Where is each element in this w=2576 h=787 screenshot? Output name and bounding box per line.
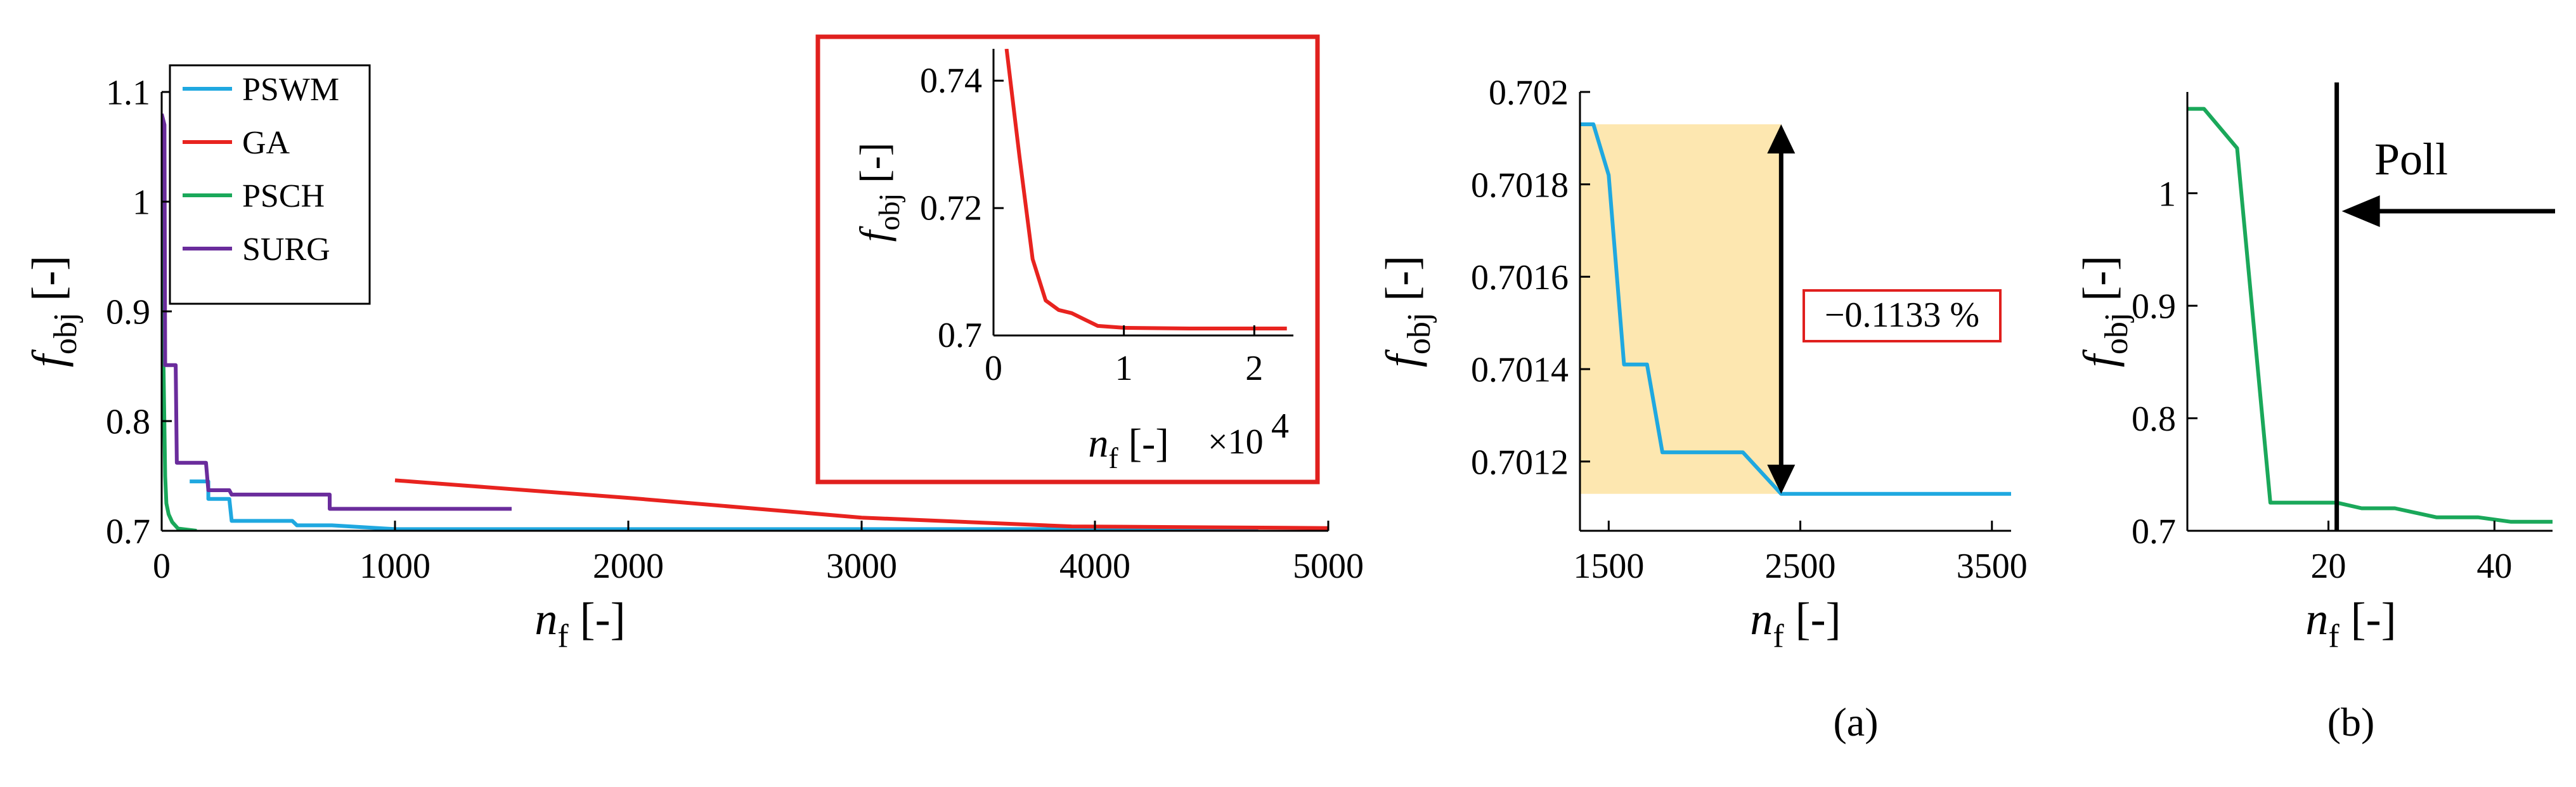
y-tick-label: 0.7018 (1471, 166, 1569, 205)
legend: PSWM GA PSCH SURG (169, 64, 371, 305)
series-line-psch (162, 119, 197, 531)
difference-arrow-head-down (1767, 464, 1796, 494)
inset-x-multiplier: ×10 (1208, 422, 1264, 462)
panel-a-x-axis-label: nf [-] (1750, 594, 1841, 654)
panel-b-caption: (b) (2327, 699, 2375, 745)
legend-label-pswm: PSWM (242, 72, 339, 108)
x-tick-label: 5000 (1293, 547, 1364, 586)
inset-y-axis-label: fobj [-] (851, 143, 905, 242)
panel-a-chart: 1500 2500 3500 0.7012 0.7014 0.7016 0.7018 0.70… (1376, 74, 2028, 745)
x-tick-label: 20 (2311, 547, 2346, 586)
y-tick-label: 0.7016 (1471, 258, 1569, 297)
y-axis-label: fobj [-] (23, 256, 84, 367)
inset-x-axis-label: nf [-] (1088, 420, 1168, 474)
x-tick-label: 4000 (1059, 547, 1130, 586)
x-tick-label: 0 (985, 349, 1002, 388)
panel-a-caption: (a) (1833, 699, 1878, 745)
y-tick-label: 0.7012 (1471, 443, 1569, 482)
y-tick-label: 0.72 (920, 188, 982, 228)
series-line-ga (394, 478, 1328, 530)
panel-b-y-axis-label: fobj [-] (2074, 256, 2135, 367)
y-tick-label: 1 (133, 183, 150, 223)
poll-label: Poll (2374, 134, 2448, 185)
shaded-region (1580, 124, 1782, 494)
y-tick-label: 1.1 (106, 74, 150, 113)
x-tick-label: 0 (153, 547, 171, 586)
inset-chart: 0 1 2 0.7 0.72 0.74 nf [-] ×10 4 fobj [-] (815, 34, 1320, 485)
inset-frame (815, 34, 1320, 485)
y-tick-label: 0.74 (920, 61, 982, 100)
x-tick-label: 40 (2476, 547, 2512, 586)
y-tick-label: 0.9 (106, 293, 150, 332)
series-line-surg (162, 113, 512, 511)
legend-box (169, 64, 371, 305)
panel-a-y-axis-label: fobj [-] (1376, 256, 1437, 367)
inset-x-multiplier-exponent: 4 (1271, 407, 1289, 446)
poll-arrow-head (2341, 195, 2380, 227)
x-tick-label: 3000 (826, 547, 897, 586)
legend-label-psch: PSCH (242, 178, 325, 214)
percent-annotation-box (1803, 289, 2002, 342)
y-tick-label: 0.7 (938, 316, 982, 355)
legend-label-surg: SURG (242, 231, 330, 268)
y-tick-label: 0.9 (2132, 287, 2176, 327)
panel-b-chart: 20 40 0.7 0.8 0.9 1 Poll nf [-] fobj [-] (b) (2074, 82, 2555, 745)
y-tick-label: 0.8 (106, 403, 150, 442)
y-tick-label: 0.7 (2132, 512, 2176, 552)
x-tick-label: 2500 (1765, 547, 1836, 586)
series-line-psch (2187, 107, 2553, 524)
y-tick-label: 0.8 (2132, 400, 2176, 439)
main-chart: 0 1000 2000 3000 4000 5000 0.7 0.8 0.9 1 1.1 nf [-]… (23, 64, 1364, 654)
y-tick-label: 1 (2158, 174, 2176, 214)
y-tick-label: 0.7014 (1471, 351, 1569, 390)
x-tick-label: 1 (1115, 349, 1133, 388)
difference-arrow-head-up (1767, 124, 1796, 153)
percent-annotation-text: −0.1133 % (1825, 296, 1979, 335)
series-line-ga (1004, 49, 1287, 330)
x-tick-label: 2000 (593, 547, 664, 586)
x-tick-label: 2 (1245, 349, 1263, 388)
series-line-pswm (1580, 122, 2011, 496)
legend-label-ga: GA (242, 125, 290, 161)
x-axis-label: nf [-] (534, 594, 625, 654)
y-tick-label: 0.702 (1489, 74, 1569, 113)
panel-b-x-axis-label: nf [-] (2305, 594, 2396, 654)
x-tick-label: 1500 (1573, 547, 1644, 586)
x-tick-label: 3500 (1957, 547, 2028, 586)
y-tick-label: 0.7 (106, 512, 150, 552)
x-tick-label: 1000 (359, 547, 430, 586)
